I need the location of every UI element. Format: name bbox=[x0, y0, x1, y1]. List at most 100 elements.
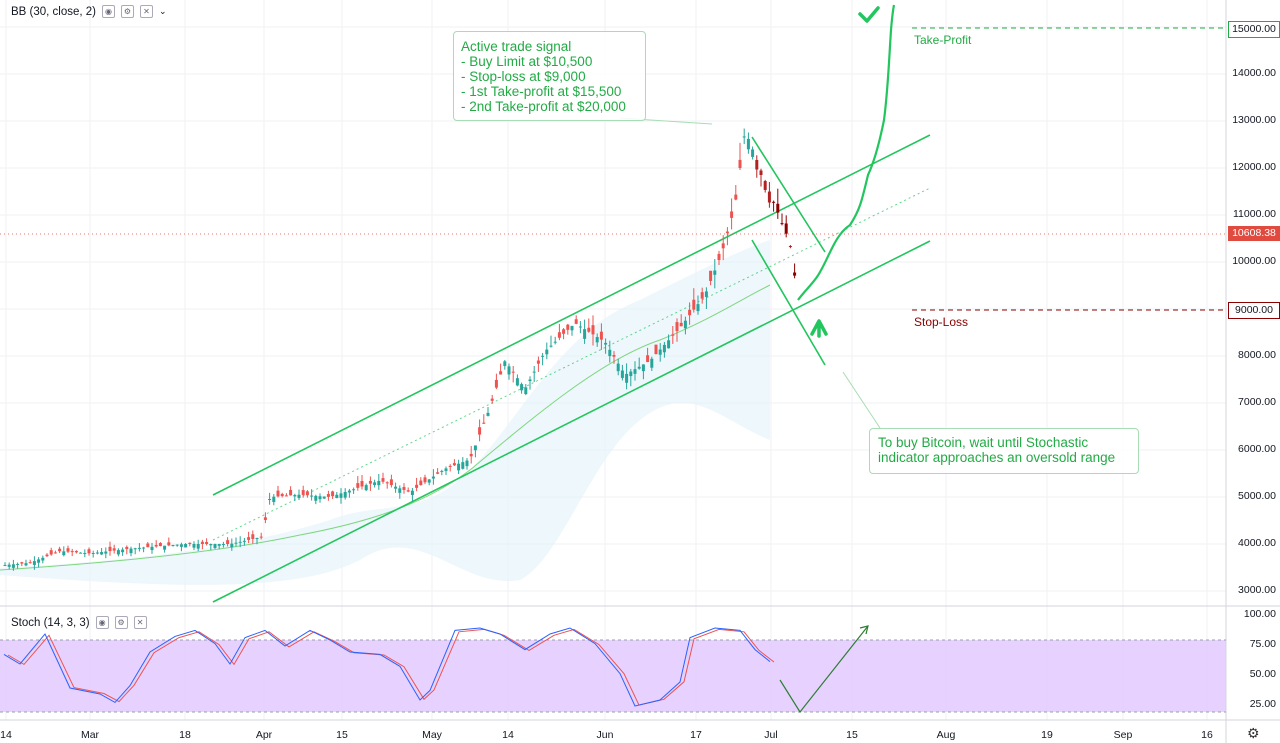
bollinger-band-fill bbox=[0, 240, 770, 585]
candle-body bbox=[192, 544, 196, 548]
candle-body bbox=[671, 334, 675, 336]
gear-icon[interactable]: ⚙ bbox=[114, 616, 128, 629]
arrow-head-icon bbox=[859, 625, 869, 635]
candle-body bbox=[326, 494, 330, 497]
candle-body bbox=[742, 136, 746, 138]
take-profit-label: Take-Profit bbox=[914, 33, 972, 47]
x-tick: Mar bbox=[80, 729, 100, 741]
candle-body bbox=[507, 366, 511, 375]
candle-body bbox=[465, 460, 469, 467]
gear-icon[interactable]: ⚙ bbox=[121, 5, 135, 18]
candle-body bbox=[116, 550, 120, 555]
candle-body bbox=[473, 445, 477, 451]
candle-body bbox=[41, 557, 45, 561]
candle-body bbox=[150, 546, 154, 551]
stoch-legend-label: Stoch (14, 3, 3) bbox=[11, 616, 90, 629]
candle-body bbox=[406, 490, 410, 492]
candle-body bbox=[360, 480, 364, 487]
close-icon[interactable]: ✕ bbox=[133, 616, 147, 629]
candle-body bbox=[389, 479, 393, 486]
candle-body bbox=[70, 551, 74, 553]
candle-body bbox=[322, 496, 326, 499]
candle-body bbox=[431, 476, 435, 479]
candle-body bbox=[163, 545, 167, 550]
advice-box[interactable] bbox=[869, 428, 1139, 474]
candle-body bbox=[247, 537, 251, 540]
candle-body bbox=[129, 548, 133, 554]
candle-body bbox=[394, 486, 398, 489]
eye-icon[interactable]: ◉ bbox=[102, 5, 116, 18]
candle-body bbox=[167, 542, 171, 546]
candle-body bbox=[310, 495, 314, 497]
candle-body bbox=[293, 495, 297, 497]
stoch-legend[interactable]: Stoch (14, 3, 3) ◉ ⚙ ✕ bbox=[11, 616, 147, 629]
y-tick: 7000.00 bbox=[1238, 396, 1276, 408]
settings-gear-icon[interactable]: ⚙ bbox=[1247, 725, 1260, 741]
y-tick: 3000.00 bbox=[1238, 584, 1276, 596]
x-tick: Apr bbox=[255, 729, 273, 741]
candle-body bbox=[616, 363, 620, 372]
candle-body bbox=[213, 544, 217, 548]
candle-body bbox=[66, 548, 70, 552]
candle-body bbox=[776, 203, 780, 213]
candle-body bbox=[759, 170, 763, 175]
candle-body bbox=[734, 194, 738, 200]
candle-body bbox=[520, 384, 524, 391]
chevron-down-icon[interactable]: ⌄ bbox=[159, 6, 167, 16]
candle-body bbox=[91, 553, 95, 555]
candle-body bbox=[583, 329, 587, 339]
y-tick: 8000.00 bbox=[1238, 349, 1276, 361]
candle-body bbox=[574, 319, 578, 324]
candle-body bbox=[125, 546, 129, 550]
candle-body bbox=[515, 378, 519, 386]
candle-body bbox=[595, 337, 599, 343]
bb-legend[interactable]: BB (30, close, 2) ◉ ⚙ ✕ ⌄ bbox=[11, 5, 167, 18]
candle-body bbox=[553, 341, 557, 343]
x-tick: 19 bbox=[1041, 729, 1053, 741]
y-tick: 5000.00 bbox=[1238, 490, 1276, 502]
y-tick: 10000.00 bbox=[1232, 255, 1276, 267]
candle-body bbox=[49, 550, 53, 555]
stoch-band bbox=[0, 640, 1226, 712]
candle-body bbox=[200, 541, 204, 544]
candle-body bbox=[478, 427, 482, 435]
last-price-tag: 10608.38 bbox=[1228, 226, 1280, 241]
candle-body bbox=[524, 387, 528, 395]
candle-body bbox=[175, 544, 179, 546]
candle-body bbox=[301, 490, 305, 495]
candle-body bbox=[503, 361, 507, 367]
candle-body bbox=[339, 493, 343, 498]
y-tick: 13000.00 bbox=[1232, 114, 1276, 126]
signal-text: Active trade signal - Buy Limit at $10,5… bbox=[461, 39, 626, 114]
candle-body bbox=[608, 349, 612, 357]
candle-body bbox=[32, 561, 36, 565]
candle-body bbox=[679, 322, 683, 327]
signal-box[interactable] bbox=[453, 31, 646, 121]
candle-body bbox=[221, 544, 225, 545]
x-tick: 15 bbox=[336, 729, 348, 741]
candle-body bbox=[637, 366, 641, 369]
candle-body bbox=[58, 548, 62, 552]
candle-body bbox=[444, 468, 448, 471]
candle-body bbox=[268, 498, 272, 500]
candle-body bbox=[184, 544, 188, 548]
candle-body bbox=[368, 480, 372, 484]
candle-body bbox=[482, 422, 486, 424]
candle-body bbox=[331, 491, 335, 497]
candle-body bbox=[625, 373, 629, 383]
bb-legend-label: BB (30, close, 2) bbox=[11, 5, 97, 18]
candle-body bbox=[364, 485, 368, 491]
candle-body bbox=[746, 138, 750, 150]
candle-body bbox=[532, 371, 536, 373]
candle-body bbox=[230, 543, 234, 548]
y-tick: 12000.00 bbox=[1232, 161, 1276, 173]
eye-icon[interactable]: ◉ bbox=[95, 616, 109, 629]
candle-body bbox=[641, 364, 645, 372]
x-tick: 15 bbox=[846, 729, 858, 741]
candle-body bbox=[662, 344, 666, 353]
candle-body bbox=[381, 478, 385, 482]
close-icon[interactable]: ✕ bbox=[140, 5, 154, 18]
candle-body bbox=[347, 490, 351, 493]
x-tick: 14 bbox=[0, 729, 12, 741]
